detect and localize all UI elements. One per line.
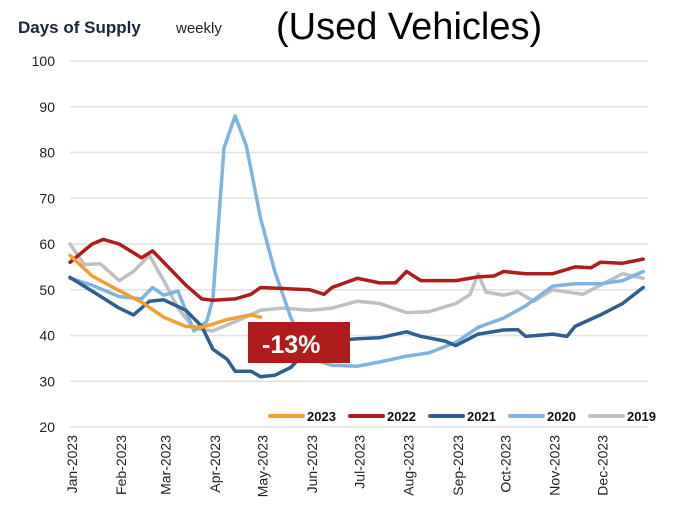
chart-title: Days of Supply [18,18,141,37]
x-tick-label: Mar-2023 [158,435,174,495]
x-tick-label: Jul-2023 [351,435,367,489]
y-tick-label: 90 [39,99,55,115]
legend-label-2022: 2022 [387,409,416,424]
series-line-2020 [68,114,645,368]
x-tick-label: Jun-2023 [304,435,320,494]
series-line-2023 [68,253,263,330]
y-tick-label: 60 [39,236,55,252]
x-tick-label: Apr-2023 [207,435,223,493]
x-tick-label: Feb-2023 [113,435,129,495]
legend-label-2019: 2019 [627,409,656,424]
chart-subtitle: weekly [176,20,222,37]
x-tick-label: Oct-2023 [498,435,514,493]
y-tick-label: 100 [32,53,56,69]
legend-label-2020: 2020 [547,409,576,424]
y-tick-label: 20 [39,419,55,435]
x-tick-label: Aug-2023 [401,435,417,496]
annotation-box [248,322,350,363]
x-tick-label: Sep-2023 [450,435,466,496]
legend-label-2023: 2023 [307,409,336,424]
y-tick-label: 80 [39,145,55,161]
series-line-2021 [68,275,645,379]
series-line-2019 [68,242,645,333]
series-line-2022 [68,237,645,303]
x-tick-label: Nov-2023 [547,435,563,496]
y-tick-label: 70 [39,190,55,206]
x-tick-label: Dec-2023 [594,435,610,496]
x-tick-label: Jan-2023 [64,435,80,494]
legend-label-2021: 2021 [467,409,496,424]
y-tick-label: 40 [39,328,55,344]
y-tick-label: 50 [39,282,55,298]
y-tick-label: 30 [39,373,55,389]
x-tick-label: May-2023 [255,435,271,497]
annotation-label: -13% [262,331,320,359]
chart-heading: (Used Vehicles) [276,6,543,48]
